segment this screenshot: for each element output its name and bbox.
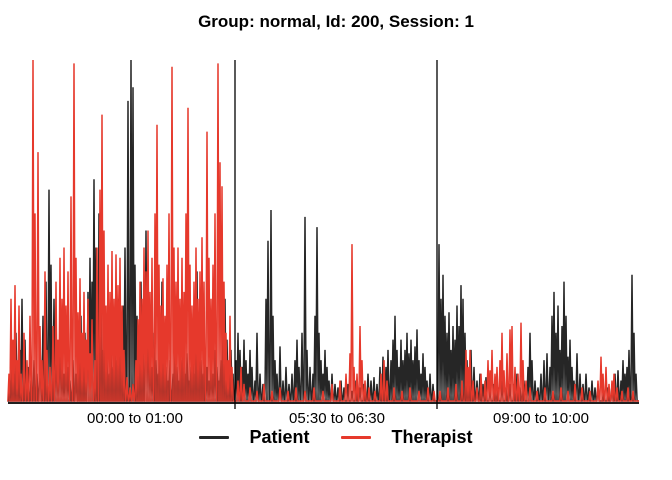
legend: Patient Therapist [0,427,672,448]
therapist-legend-line-icon [341,436,372,439]
x-axis-tick-label: 09:00 to 10:00 [493,410,589,427]
x-axis-tick-label: 05:30 to 06:30 [289,410,385,427]
therapist-series-path [7,59,639,402]
therapist-legend-label: Therapist [391,427,473,447]
x-axis-labels: 00:00 to 01:00 05:30 to 06:30 09:00 to 10:… [0,410,672,430]
chart-title: Group: normal, Id: 200, Session: 1 [198,12,474,31]
patient-legend-label: Patient [249,427,310,447]
x-axis-tick-label: 00:00 to 01:00 [87,410,183,427]
patient-legend-line-icon [199,436,230,439]
